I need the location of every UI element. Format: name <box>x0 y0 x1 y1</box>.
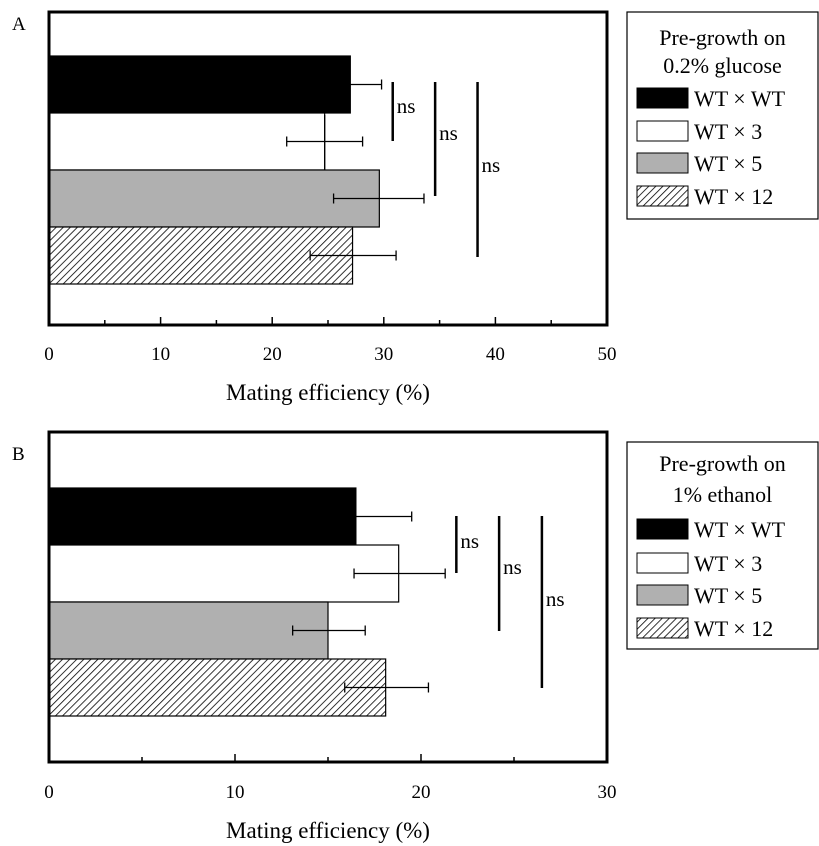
x-tick-label: 30 <box>374 344 393 365</box>
legend: Pre-growth on 1% ethanol WT × WT WT × 3 WT ×… <box>626 441 819 650</box>
legend-entry-label: WT × 3 <box>694 119 762 144</box>
bar-wt-3 <box>48 112 326 171</box>
bar-wt-12 <box>48 226 354 285</box>
bar-wt-wt <box>48 487 357 546</box>
legend-swatch <box>636 152 689 174</box>
x-tick-label: 10 <box>151 344 170 365</box>
legend-title: 1% ethanol <box>673 482 773 507</box>
legend-swatch <box>636 120 689 142</box>
bar-wt-5 <box>48 169 380 228</box>
error-bar <box>344 682 430 693</box>
legend-title: Pre-growth on <box>659 451 785 476</box>
error-bar <box>309 250 397 261</box>
legend-title: 0.2% glucose <box>663 53 782 78</box>
legend-swatch <box>636 518 689 540</box>
bar-wt-5 <box>48 601 329 660</box>
significance-label: ns <box>482 153 501 177</box>
legend-entry-label: WT × 12 <box>694 184 773 209</box>
x-tick-label: 0 <box>44 344 54 365</box>
error-bar <box>353 568 446 579</box>
x-axis-label: Mating efficiency (%) <box>226 818 430 843</box>
legend-swatch <box>636 87 689 109</box>
x-tick-label: 20 <box>263 344 282 365</box>
x-tick-label: 40 <box>486 344 505 365</box>
legend: Pre-growth on 0.2% glucose WT × WT WT × 3 WT… <box>626 11 819 220</box>
x-tick-label: 20 <box>412 782 431 803</box>
legend-swatch <box>636 617 689 639</box>
error-bar <box>292 625 366 636</box>
legend-box <box>626 441 819 650</box>
x-axis-label: Mating efficiency (%) <box>226 380 430 405</box>
legend-entry-label: WT × 5 <box>694 151 762 176</box>
legend-title: Pre-growth on <box>659 25 785 50</box>
legend-swatch <box>636 584 689 606</box>
significance-label: ns <box>460 529 479 553</box>
x-tick-label: 30 <box>598 782 617 803</box>
significance-label: ns <box>546 587 565 611</box>
error-bar <box>347 79 383 90</box>
legend-entry-label: WT × WT <box>694 517 786 542</box>
legend-swatch <box>636 185 689 207</box>
legend-entry-label: WT × 12 <box>694 616 773 641</box>
panel-label: B <box>12 444 25 465</box>
x-tick-label: 50 <box>598 344 617 365</box>
x-tick-label: 0 <box>44 782 54 803</box>
error-bar <box>332 193 425 204</box>
error-bar <box>353 511 413 522</box>
legend-entry-label: WT × 3 <box>694 551 762 576</box>
significance-label: ns <box>397 94 416 118</box>
panel-label: A <box>12 14 26 35</box>
legend-box <box>626 11 819 220</box>
legend-entry-label: WT × WT <box>694 86 786 111</box>
significance-label: ns <box>439 121 458 145</box>
bar-wt-3 <box>48 544 400 603</box>
x-tick-label: 10 <box>226 782 245 803</box>
legend-entry-label: WT × 5 <box>694 583 762 608</box>
legend-swatch <box>636 552 689 574</box>
significance-label: ns <box>503 555 522 579</box>
bar-wt-wt <box>48 55 351 114</box>
bar-wt-12 <box>48 658 387 717</box>
